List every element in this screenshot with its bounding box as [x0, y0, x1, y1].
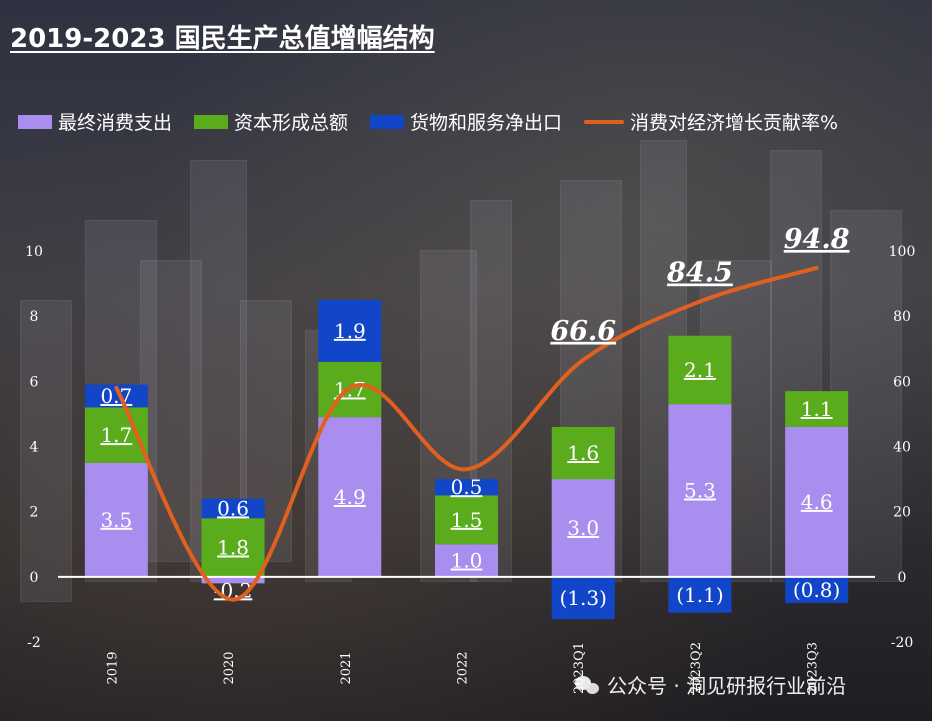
bar-consumption: [785, 426, 849, 577]
watermark-text: 公众号 · 洞见研报行业前沿: [607, 674, 847, 698]
y-left-tick-label: 4: [30, 440, 39, 456]
legend-label-consumption: 最终消费支出: [58, 112, 173, 134]
bar-net-export: [668, 576, 732, 613]
data-label-capital: 1.7: [100, 423, 132, 447]
wechat-icon: [575, 674, 601, 696]
data-label-capital: 1.8: [217, 536, 249, 560]
bar-net-export: [435, 479, 498, 496]
y-left-tick-label: 0: [30, 570, 39, 586]
legend-swatch-consumption: [18, 114, 52, 129]
legend-label-net-export: 货物和服务净出口: [410, 112, 563, 134]
data-label-net-export: (1.3): [560, 586, 607, 610]
data-label-consumption: 5.3: [684, 478, 716, 502]
legend-item-net-export: 货物和服务净出口: [370, 108, 562, 135]
legend-label-contribution: 消费对经济增长贡献率%: [630, 112, 839, 134]
legend-label-capital: 资本形成总额: [234, 112, 349, 134]
y-left-tick-label: 2: [30, 505, 39, 521]
legend-item-contribution: 消费对经济增长贡献率%: [584, 108, 838, 135]
x-tick-label: 2022: [456, 651, 471, 684]
bar-net-export: [551, 576, 615, 620]
data-label-net-export: (1.1): [676, 583, 723, 607]
x-tick-label: 2019: [105, 651, 120, 684]
data-label-net-export: (0.8): [793, 578, 840, 602]
data-label-consumption: 4.9: [334, 485, 366, 509]
bar-consumption: [318, 417, 382, 577]
legend-item-consumption: 最终消费支出: [18, 108, 172, 135]
data-label-consumption: 3.5: [100, 508, 132, 532]
data-label-consumption: 4.6: [801, 490, 833, 514]
x-tick-label: 2020: [222, 651, 237, 684]
x-tick-label: 2023Q2: [689, 642, 704, 694]
background-building: [20, 300, 72, 602]
bar-capital: [435, 495, 498, 545]
bar-net-export: [84, 384, 148, 408]
data-label-capital: 1.5: [451, 508, 483, 532]
y-left-tick-label: -2: [27, 635, 41, 651]
contribution-line: [114, 265, 819, 602]
x-tick-label: 2021: [339, 651, 354, 684]
bar-net-export: [785, 576, 849, 603]
data-label-consumption: 1.0: [451, 549, 483, 573]
bar-capital: [785, 391, 849, 427]
legend-swatch-net-export: [370, 114, 405, 129]
bar-consumption: [201, 576, 265, 584]
legend-item-capital: 资本形成总额: [194, 108, 348, 135]
bar-consumption: [84, 462, 148, 577]
bar-consumption: [551, 479, 615, 577]
y-right-tick-label: 20: [893, 505, 911, 521]
y-right-tick-label: 100: [889, 244, 916, 260]
x-tick-label: 2023Q3: [806, 642, 821, 694]
legend: 最终消费支出 资本形成总额 货物和服务净出口 消费对经济增长贡献率%: [18, 108, 860, 135]
bar-net-export: [201, 498, 265, 519]
chart-title: 2019-2023 国民生产总值增幅结构: [10, 24, 435, 54]
data-label-consumption: 3.0: [567, 516, 599, 540]
bar-net-export: [318, 299, 382, 362]
y-right-tick-label: 80: [893, 309, 911, 325]
data-label-capital: 1.1: [801, 397, 833, 421]
y-left-tick-label: 6: [30, 374, 39, 390]
bar-consumption: [435, 544, 498, 577]
contribution-data-label: 66.6: [550, 316, 616, 347]
contribution-data-label: 94.8: [784, 224, 850, 255]
bar-consumption: [668, 404, 732, 577]
contribution-data-label: 84.5: [666, 258, 733, 289]
y-right-tick-label: 60: [893, 374, 911, 390]
watermark: 公众号 · 洞见研报行业前沿: [575, 670, 846, 699]
data-label-capital: 1.6: [567, 441, 599, 465]
y-left-tick-label: 10: [25, 244, 43, 260]
legend-swatch-contribution: [584, 119, 625, 124]
y-right-tick-label: -20: [891, 635, 914, 651]
y-left-tick-label: 8: [30, 309, 39, 325]
bar-capital: [201, 518, 265, 577]
bar-capital: [668, 335, 732, 405]
y-right-tick-label: 0: [898, 570, 907, 586]
data-label-net-export: 1.9: [334, 319, 366, 343]
bar-capital: [551, 426, 615, 480]
data-label-capital: 2.1: [684, 358, 716, 382]
data-label-net-export: 0.6: [217, 496, 249, 520]
legend-swatch-capital: [194, 114, 229, 129]
data-label-net-export: 0.5: [451, 475, 483, 499]
y-right-tick-label: 40: [893, 440, 911, 456]
